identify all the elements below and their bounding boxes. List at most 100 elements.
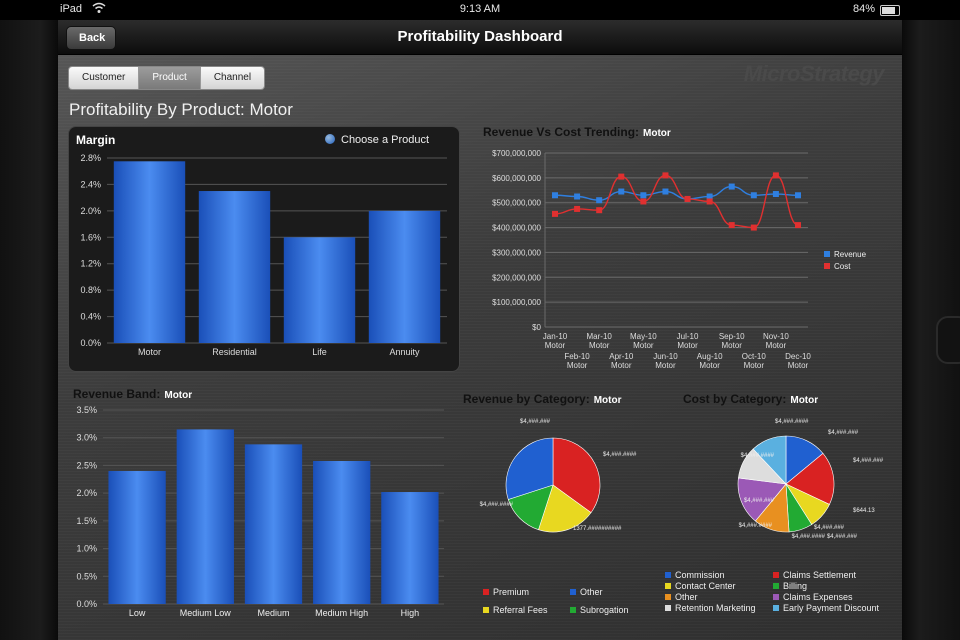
revenue-category-title: Revenue by Category: Motor	[463, 392, 621, 406]
margin-chart: 2.8% 2.4% 2.0% 1.6% 1.2% 0.8% 0.4% 0.0% Motor Res…	[80, 153, 447, 357]
series-line	[554, 174, 799, 229]
legend-swatch	[665, 605, 671, 611]
y-tick-label: 1.2%	[80, 259, 101, 269]
legend-swatch	[665, 583, 671, 589]
legend-item: Other	[570, 587, 603, 597]
tab-customer[interactable]: Customer	[69, 67, 140, 89]
x-tick-label: Life	[312, 347, 327, 357]
y-tick-label: 3.0%	[76, 433, 97, 443]
y-tick-label: $0	[532, 323, 541, 332]
bar	[113, 161, 186, 343]
trend-chart: $700,000,000 $600,000,000 $500,000,000 $400…	[492, 149, 867, 370]
legend-item: Early Payment Discount	[773, 603, 879, 613]
back-button[interactable]: Back	[66, 26, 117, 50]
view-selector: Customer Product Channel	[68, 66, 266, 90]
y-tick-label: 2.8%	[80, 153, 101, 163]
y-tick-label: 0.0%	[80, 338, 101, 348]
data-point	[640, 192, 647, 199]
x-tick-label: Motor	[677, 341, 698, 350]
y-tick-label: $200,000,000	[492, 273, 541, 282]
data-point	[750, 224, 757, 231]
data-point	[728, 222, 735, 229]
x-tick-label: Annuity	[389, 347, 420, 357]
trend-title: Revenue Vs Cost Trending: Motor	[483, 125, 671, 139]
data-point	[684, 195, 691, 202]
bar	[381, 492, 439, 604]
data-point	[750, 192, 757, 199]
tab-channel[interactable]: Channel	[200, 67, 265, 89]
legend-item: Claims Expenses	[773, 592, 853, 602]
y-tick-label: 0.5%	[76, 571, 97, 581]
legend-label: Premium	[493, 587, 530, 597]
y-tick-label: 3.5%	[76, 405, 97, 415]
legend-label: Billing	[783, 581, 808, 591]
pie-value-label: $4,###.###	[744, 498, 775, 504]
y-tick-label: $100,000,000	[492, 298, 541, 307]
legend-label: Other	[675, 592, 698, 602]
legend-swatch	[773, 605, 779, 611]
home-button[interactable]	[936, 316, 960, 364]
pie-value-label: $4,###.###	[520, 419, 551, 425]
data-point	[574, 193, 581, 200]
revenue-category-title-sub: Motor	[593, 395, 622, 406]
y-tick-label: $700,000,000	[492, 149, 541, 158]
data-point	[662, 188, 669, 195]
legend-label: Subrogation	[580, 605, 629, 615]
cost-category-title-text: Cost by Category:	[683, 392, 787, 406]
legend-label: Revenue	[834, 250, 867, 259]
x-tick-label: Oct-10	[742, 352, 767, 361]
cost-category-legend: Commission Claims Settlement Contact Cen…	[665, 570, 895, 620]
y-tick-label: $500,000,000	[492, 199, 541, 208]
data-point	[772, 191, 779, 198]
y-tick-label: 0.0%	[76, 599, 97, 609]
x-tick-label: Motor	[545, 341, 566, 350]
band-title-text: Revenue Band:	[73, 387, 161, 401]
x-tick-label: Motor	[788, 361, 809, 370]
data-point	[552, 192, 558, 199]
y-tick-label: 1.6%	[80, 232, 101, 242]
pie-value-label: $4,###.####	[741, 453, 775, 459]
wifi-icon	[92, 2, 106, 17]
x-tick-label: Sep-10	[719, 332, 745, 341]
cost-category-pie: $4,###.####$4,###.###$4,###.####$4,###.#…	[737, 419, 884, 540]
y-tick-label: 2.0%	[80, 206, 101, 216]
legend-item: Contact Center	[665, 581, 736, 591]
device-label: iPad	[60, 3, 83, 15]
margin-panel: Margin Choose a Product 2.8% 2.4% 2.0% 1.6%…	[68, 126, 460, 372]
x-tick-label: Motor	[766, 341, 787, 350]
choose-product-label: Choose a Product	[341, 134, 430, 146]
legend-swatch	[773, 594, 779, 600]
x-tick-label: High	[401, 608, 420, 618]
legend-item: Referral Fees	[483, 605, 548, 615]
x-tick-label: Motor	[567, 361, 588, 370]
battery-icon	[880, 5, 900, 16]
y-tick-label: 1.0%	[76, 544, 97, 554]
cost-category-title-sub: Motor	[790, 395, 819, 406]
legend-swatch	[483, 607, 489, 613]
legend-swatch	[570, 589, 576, 595]
data-point	[596, 197, 603, 204]
x-tick-label: Motor	[699, 361, 720, 370]
y-tick-label: 0.4%	[80, 312, 101, 322]
pie-value-label: $4,###.####	[480, 502, 514, 508]
legend-label: Cost	[834, 262, 851, 271]
choose-product-button[interactable]: Choose a Product	[325, 134, 429, 146]
x-tick-label: Jul-10	[677, 332, 699, 341]
data-point	[772, 172, 779, 179]
tab-product[interactable]: Product	[139, 67, 201, 89]
x-tick-label: May-10	[630, 332, 657, 341]
data-point	[706, 198, 713, 205]
legend-item: Other	[665, 592, 698, 602]
legend-item: Premium	[483, 587, 529, 597]
legend-swatch	[773, 572, 779, 578]
trend-title-sub: Motor	[643, 128, 671, 139]
bar	[368, 210, 441, 343]
status-time: 9:13 AM	[459, 3, 501, 15]
bar	[283, 237, 356, 343]
x-tick-label: Motor	[722, 341, 743, 350]
pie-value-label: 1377.##########	[573, 526, 622, 532]
pie-slice	[737, 477, 787, 522]
revenue-band-chart: 3.5% 3.0% 2.5% 2.0% 1.5% 1.0% 0.5% 0.0% Low Mediu…	[76, 405, 444, 618]
pointer-icon	[325, 134, 335, 144]
x-tick-label: Motor	[611, 361, 632, 370]
